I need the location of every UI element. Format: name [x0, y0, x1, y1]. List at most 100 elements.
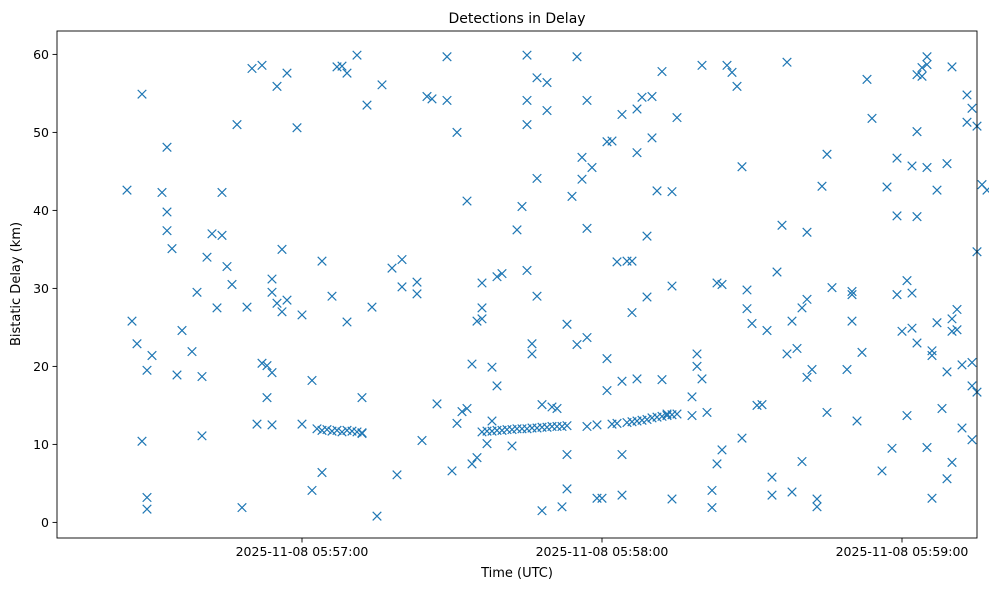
data-point-marker — [462, 196, 472, 206]
data-point-marker — [742, 285, 752, 295]
data-point-marker — [902, 410, 912, 421]
data-point-marker — [462, 403, 472, 414]
data-point-marker — [277, 244, 287, 255]
data-point-marker — [257, 358, 267, 369]
data-point-marker — [522, 265, 532, 276]
data-point-marker — [942, 473, 952, 484]
data-point-marker — [822, 407, 832, 418]
data-point-marker — [717, 279, 727, 290]
data-point-marker — [967, 357, 977, 368]
data-point-marker — [157, 187, 167, 198]
data-point-marker — [262, 392, 272, 403]
data-point-marker — [572, 339, 582, 350]
data-point-marker — [692, 361, 702, 372]
data-point-marker — [952, 325, 962, 335]
data-point-marker — [932, 317, 942, 328]
data-point-marker — [747, 318, 757, 329]
data-point-marker — [292, 122, 302, 133]
data-point-marker — [712, 459, 722, 469]
data-point-marker — [602, 353, 612, 364]
data-point-marker — [372, 511, 382, 521]
data-point-marker — [802, 294, 812, 305]
data-point-marker — [142, 365, 152, 376]
data-point-marker — [267, 274, 277, 284]
data-point-marker — [487, 362, 497, 372]
data-point-marker — [497, 268, 507, 279]
y-tick-label: 60 — [33, 47, 49, 62]
data-point-marker — [472, 316, 482, 326]
data-point-marker — [192, 287, 202, 298]
data-point-marker — [567, 191, 577, 202]
data-point-marker — [167, 243, 177, 254]
data-point-marker — [907, 161, 917, 171]
data-point-marker — [582, 223, 592, 234]
data-point-marker — [912, 211, 922, 222]
data-point-marker — [637, 92, 647, 103]
y-tick-label: 20 — [33, 359, 49, 374]
data-point-marker — [522, 50, 532, 60]
data-point-marker — [947, 62, 957, 72]
data-point-marker — [482, 438, 492, 449]
data-point-marker — [267, 367, 277, 378]
y-tick-label: 30 — [33, 281, 49, 296]
data-point-marker — [552, 403, 562, 414]
data-point-marker — [892, 289, 902, 300]
data-point-marker — [222, 261, 232, 272]
data-point-marker — [802, 372, 812, 383]
data-point-marker — [422, 91, 432, 102]
data-point-marker — [882, 182, 892, 192]
data-point-marker — [902, 275, 912, 286]
data-point-marker — [797, 456, 807, 467]
y-axis-ticks: 0 10 20 30 40 50 60 — [33, 47, 57, 530]
data-point-marker — [917, 71, 927, 81]
data-point-marker — [842, 364, 852, 375]
data-point-marker — [237, 502, 247, 513]
data-point-marker — [707, 485, 717, 496]
data-point-marker — [202, 252, 212, 262]
x-tick-label: 2025-11-08 05:58:00 — [536, 544, 669, 559]
data-point-marker — [602, 385, 612, 396]
data-point-marker — [227, 279, 237, 290]
data-point-marker — [452, 418, 462, 429]
data-point-marker — [297, 310, 307, 320]
data-point-marker — [397, 282, 407, 292]
data-point-marker — [582, 421, 592, 432]
data-point-marker — [472, 452, 482, 463]
data-point-marker — [542, 77, 552, 88]
data-point-marker — [632, 374, 642, 384]
data-point-marker — [427, 94, 437, 104]
data-point-marker — [217, 187, 227, 198]
data-point-marker — [352, 50, 362, 60]
data-point-marker — [127, 316, 137, 326]
data-point-marker — [922, 442, 932, 453]
data-point-marker — [527, 339, 537, 349]
data-point-marker — [647, 133, 657, 143]
data-point-marker — [617, 109, 627, 120]
data-point-marker — [392, 470, 402, 480]
data-point-marker — [767, 490, 777, 500]
y-tick-label: 50 — [33, 125, 49, 140]
data-point-marker — [927, 350, 937, 361]
data-point-marker — [362, 100, 372, 110]
data-point-marker — [252, 419, 262, 429]
data-point-marker — [517, 201, 527, 212]
data-point-marker — [412, 277, 422, 287]
data-point-marker — [647, 91, 657, 102]
data-point-marker — [737, 161, 747, 172]
data-point-marker — [512, 225, 522, 235]
data-point-marker — [147, 350, 157, 361]
data-point-marker — [772, 267, 782, 277]
data-point-marker — [612, 418, 622, 429]
data-point-marker — [477, 278, 487, 288]
data-point-marker — [912, 126, 922, 137]
data-point-marker — [272, 81, 282, 92]
data-point-marker — [907, 323, 917, 333]
data-point-marker — [522, 119, 532, 130]
data-point-marker — [562, 449, 572, 460]
data-point-marker — [922, 52, 932, 62]
data-point-marker — [632, 104, 642, 114]
data-markers — [122, 50, 989, 521]
data-point-marker — [617, 490, 627, 500]
data-point-marker — [777, 220, 787, 230]
